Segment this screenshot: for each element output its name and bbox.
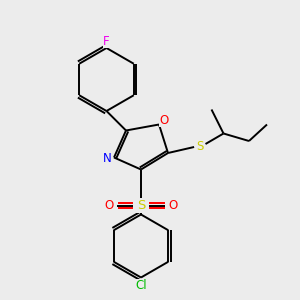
Text: N: N [103,152,112,166]
Text: F: F [103,35,110,48]
Text: S: S [137,199,145,212]
Text: O: O [160,113,169,127]
Text: O: O [168,199,177,212]
Text: S: S [196,140,203,154]
Text: O: O [105,199,114,212]
Text: Cl: Cl [135,279,147,292]
